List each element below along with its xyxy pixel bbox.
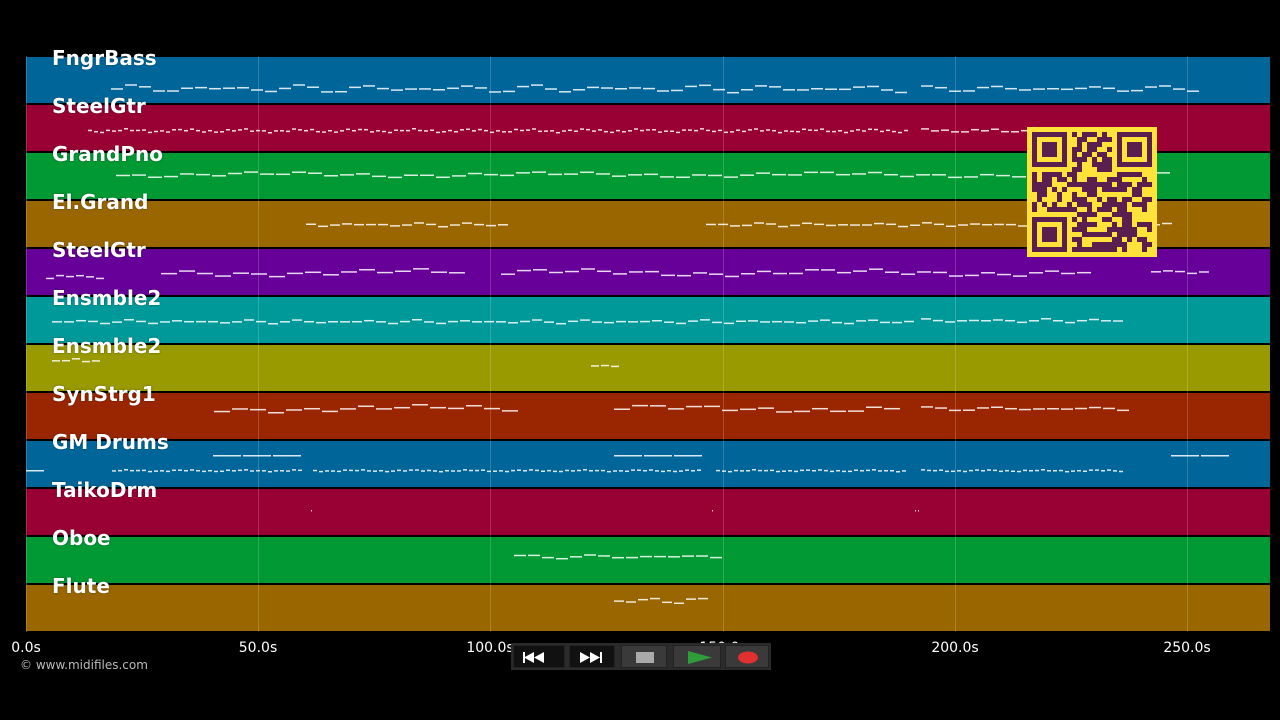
time-tick-label: 200.0s [931, 640, 979, 656]
rewind-icon [523, 652, 544, 663]
track-lane: TaikoDrm [26, 478, 1270, 536]
track-name: Oboe [52, 526, 111, 550]
track-name: FngrBass [52, 46, 157, 70]
track-lane: GM Drums [26, 430, 1270, 488]
time-tick-label: 0.0s [11, 640, 41, 656]
qr-code [1027, 127, 1157, 257]
grid-line [1187, 56, 1188, 632]
grid-line [258, 56, 259, 632]
qr-pattern [1032, 132, 1152, 252]
track-name: SteelGtr [52, 238, 146, 262]
stop-button[interactable] [621, 645, 667, 668]
play-button[interactable] [673, 645, 721, 668]
track-name: El.Grand [52, 190, 149, 214]
rewind-button[interactable] [513, 645, 565, 668]
time-tick-label: 50.0s [238, 640, 278, 656]
fast-forward-icon [580, 652, 602, 663]
track-name: TaikoDrm [52, 478, 158, 502]
track-name: SynStrg1 [52, 382, 156, 406]
time-tick-label: 100.0s [466, 640, 514, 656]
transport-bar [511, 643, 771, 670]
play-icon [688, 651, 712, 664]
track-name: Ensmble2 [52, 334, 162, 358]
track-lane: Oboe [26, 526, 1270, 584]
track-lane: SynStrg1 [26, 382, 1270, 440]
track-name: Flute [52, 574, 110, 598]
track-lane: Ensmble2 [26, 334, 1270, 392]
time-tick-label: 250.0s [1163, 640, 1211, 656]
track-lane: Flute [26, 574, 1270, 632]
track-name: SteelGtr [52, 94, 146, 118]
track-name: GM Drums [52, 430, 169, 454]
grid-line [26, 56, 27, 632]
record-icon [738, 651, 758, 664]
track-name: Ensmble2 [52, 286, 162, 310]
stop-icon [636, 652, 654, 663]
track-lane: FngrBass [26, 46, 1270, 104]
track-name: GrandPno [52, 142, 163, 166]
copyright-text: © www.midifiles.com [20, 658, 148, 672]
grid-line [955, 56, 956, 632]
fast-forward-button[interactable] [569, 645, 615, 668]
grid-line [723, 56, 724, 632]
track-lane: Ensmble2 [26, 286, 1270, 344]
record-button[interactable] [725, 645, 769, 668]
grid-line [490, 56, 491, 632]
